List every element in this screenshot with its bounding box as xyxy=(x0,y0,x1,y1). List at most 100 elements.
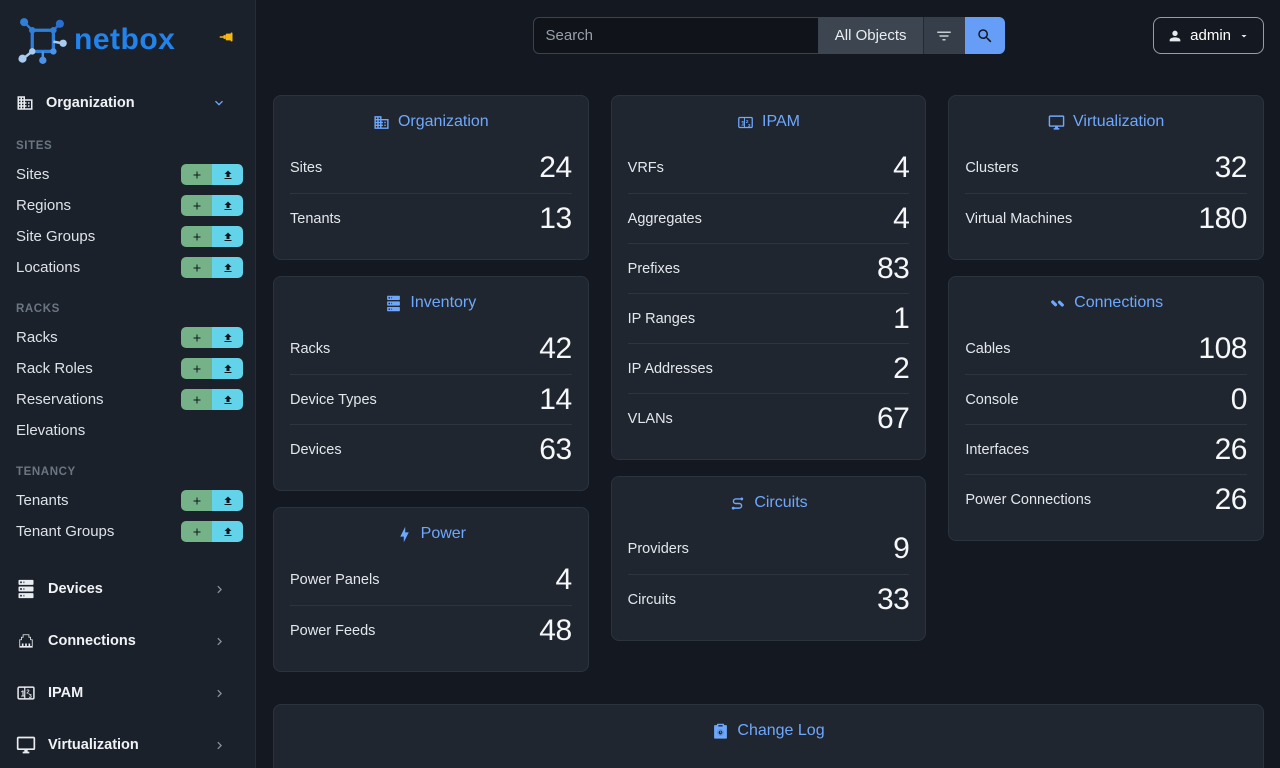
add-button[interactable] xyxy=(181,164,212,185)
stat-row: Devices 63 xyxy=(290,424,572,474)
import-button[interactable] xyxy=(212,490,243,511)
search-input[interactable] xyxy=(532,17,819,54)
card-title: Change Log xyxy=(290,705,1247,752)
sidebar-item-site-groups[interactable]: Site Groups xyxy=(0,221,255,252)
stat-value[interactable]: 0 xyxy=(1230,382,1248,416)
import-button[interactable] xyxy=(212,195,243,216)
sidebar-item-racks[interactable]: Racks xyxy=(0,322,255,353)
sidebar-item-label[interactable]: Regions xyxy=(16,197,72,214)
card-title: Virtualization xyxy=(965,96,1247,143)
sidebar-item-sites[interactable]: Sites xyxy=(0,159,255,190)
sidebar-menu-devices[interactable]: Devices xyxy=(0,563,255,615)
stat-label[interactable]: IP Addresses xyxy=(627,360,713,377)
stat-label[interactable]: Aggregates xyxy=(627,210,702,227)
import-button[interactable] xyxy=(212,521,243,542)
sidebar-group-organization[interactable]: Organization xyxy=(0,86,255,120)
stat-label[interactable]: Power Feeds xyxy=(290,622,376,639)
import-button[interactable] xyxy=(212,327,243,348)
stat-value[interactable]: 4 xyxy=(893,151,910,184)
add-button[interactable] xyxy=(181,327,212,348)
stat-label[interactable]: IP Ranges xyxy=(627,310,696,327)
item-quick-actions xyxy=(181,164,243,185)
stat-value[interactable]: 83 xyxy=(876,251,910,285)
add-button[interactable] xyxy=(181,226,212,247)
sidebar-item-tenant-groups[interactable]: Tenant Groups xyxy=(0,516,255,547)
stat-label[interactable]: Devices xyxy=(290,441,342,458)
sidebar-item-label[interactable]: Sites xyxy=(16,166,50,183)
stat-value[interactable]: 26 xyxy=(1214,482,1248,516)
stat-value[interactable]: 1 xyxy=(893,301,910,335)
stat-value[interactable]: 108 xyxy=(1198,332,1247,365)
search-scope-dropdown[interactable]: All Objects xyxy=(818,17,923,54)
sidebar-item-label[interactable]: Tenant Groups xyxy=(16,523,115,540)
import-button[interactable] xyxy=(212,389,243,410)
add-button[interactable] xyxy=(181,521,212,542)
stat-label[interactable]: Providers xyxy=(627,541,689,557)
stat-label[interactable]: Virtual Machines xyxy=(965,210,1073,227)
sidebar-item-rack-roles[interactable]: Rack Roles xyxy=(0,353,255,384)
stat-label[interactable]: Circuits xyxy=(627,591,676,608)
sidebar-item-locations[interactable]: Locations xyxy=(0,252,255,283)
import-button[interactable] xyxy=(212,358,243,379)
chevron-right-icon xyxy=(212,738,227,753)
stat-label[interactable]: Interfaces xyxy=(965,441,1029,458)
user-menu-button[interactable]: admin xyxy=(1153,17,1264,54)
stat-label[interactable]: Sites xyxy=(290,160,323,176)
item-quick-actions xyxy=(181,257,243,278)
stat-label[interactable]: VLANs xyxy=(627,410,673,427)
sidebar-item-elevations[interactable]: Elevations xyxy=(0,415,255,446)
stat-label[interactable]: Power Panels xyxy=(290,572,380,588)
stat-label[interactable]: Prefixes xyxy=(627,260,681,277)
stat-value[interactable]: 33 xyxy=(876,582,910,616)
add-button[interactable] xyxy=(181,358,212,379)
stat-label[interactable]: Device Types xyxy=(290,391,377,408)
add-button[interactable] xyxy=(181,490,212,511)
sidebar-item-label[interactable]: Site Groups xyxy=(16,228,96,245)
stat-label[interactable]: Console xyxy=(965,391,1019,408)
dashboard-column: Organization Sites 24 Tenants 13 Inventory Rac… xyxy=(273,95,589,672)
filter-button[interactable] xyxy=(922,17,965,54)
stat-value[interactable]: 14 xyxy=(539,382,572,416)
stat-value[interactable]: 26 xyxy=(1214,432,1248,466)
import-button[interactable] xyxy=(212,164,243,185)
stat-label[interactable]: Tenants xyxy=(290,210,341,227)
add-button[interactable] xyxy=(181,195,212,216)
stat-label[interactable]: Cables xyxy=(965,341,1011,357)
stat-label[interactable]: Clusters xyxy=(965,160,1019,176)
stat-value[interactable]: 4 xyxy=(893,201,910,235)
sidebar-item-label[interactable]: Elevations xyxy=(16,422,86,439)
stat-value[interactable]: 13 xyxy=(539,201,572,235)
pin-sidebar-button[interactable] xyxy=(219,28,237,46)
sidebar-item-label[interactable]: Racks xyxy=(16,329,58,346)
stat-value[interactable]: 67 xyxy=(876,401,910,435)
logo[interactable]: netbox xyxy=(0,0,255,78)
sidebar-item-label[interactable]: Locations xyxy=(16,259,81,276)
add-button[interactable] xyxy=(181,257,212,278)
stat-value[interactable]: 32 xyxy=(1214,151,1248,184)
import-button[interactable] xyxy=(212,257,243,278)
sidebar-item-label[interactable]: Tenants xyxy=(16,492,69,509)
stat-value[interactable]: 4 xyxy=(555,563,572,596)
stat-value[interactable]: 48 xyxy=(539,613,572,647)
stat-value[interactable]: 2 xyxy=(893,351,910,385)
sidebar-item-tenants[interactable]: Tenants xyxy=(0,485,255,516)
stat-label[interactable]: Racks xyxy=(290,341,331,357)
stat-value[interactable]: 24 xyxy=(539,151,572,184)
sidebar-menu-virtualization[interactable]: Virtualization xyxy=(0,719,255,768)
stat-value[interactable]: 63 xyxy=(539,432,572,466)
stat-value[interactable]: 42 xyxy=(539,332,572,365)
stat-value[interactable]: 180 xyxy=(1198,201,1247,235)
stat-label[interactable]: VRFs xyxy=(627,160,664,176)
sidebar-item-label[interactable]: Reservations xyxy=(16,391,104,408)
sidebar-item-label[interactable]: Rack Roles xyxy=(16,360,93,377)
sidebar-menu-connections[interactable]: Connections xyxy=(0,615,255,667)
sidebar-item-reservations[interactable]: Reservations xyxy=(0,384,255,415)
add-button[interactable] xyxy=(181,389,212,410)
import-button[interactable] xyxy=(212,226,243,247)
stat-value[interactable]: 9 xyxy=(893,532,910,565)
stat-label[interactable]: Power Connections xyxy=(965,491,1092,508)
sidebar-menu-ipam[interactable]: 1 2 3 IPAM xyxy=(0,667,255,719)
sidebar-item-regions[interactable]: Regions xyxy=(0,190,255,221)
search-button[interactable] xyxy=(964,17,1005,54)
